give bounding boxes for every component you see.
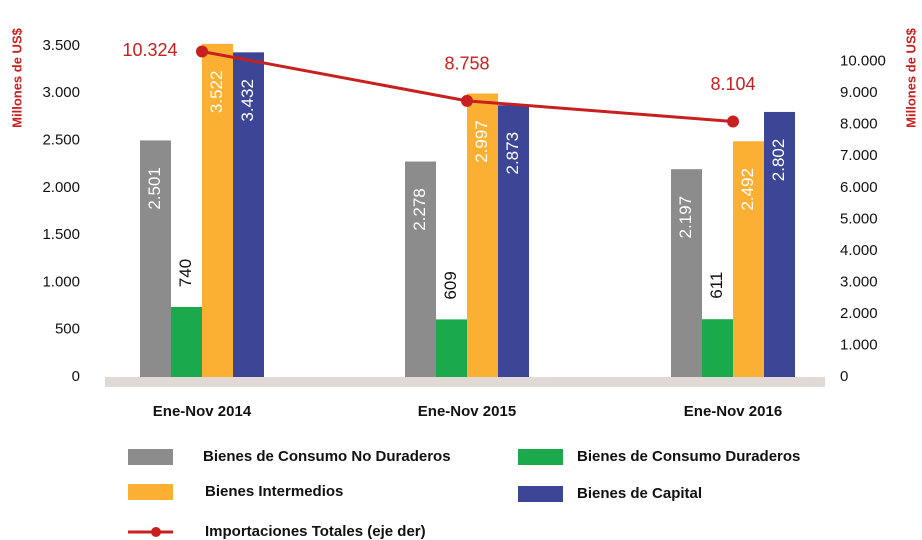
legend-label: Bienes de Consumo Duraderos <box>577 448 800 465</box>
value-label: 2.997 <box>472 120 491 163</box>
y-tick-label: 2.500 <box>42 131 80 148</box>
x-tick-label: Ene-Nov 2016 <box>684 403 782 420</box>
legend-swatch <box>518 449 563 465</box>
value-label: 2.501 <box>145 167 164 210</box>
y-tick-label: 1.500 <box>42 226 80 243</box>
value-label: 740 <box>176 259 195 287</box>
value-label: 2.873 <box>503 132 522 175</box>
y-tick-label: 1.000 <box>42 273 80 290</box>
bar <box>405 161 436 377</box>
x-tick-label: Ene-Nov 2015 <box>418 403 516 420</box>
y-tick-label: 500 <box>55 321 80 338</box>
bar <box>671 169 702 377</box>
y2-tick-label: 2.000 <box>840 305 878 322</box>
legend-label: Bienes de Consumo No Duraderos <box>203 448 451 465</box>
bar <box>202 43 233 378</box>
legend-label: Bienes Intermedios <box>205 483 343 500</box>
legend-label: Bienes de Capital <box>577 485 702 502</box>
bar <box>436 319 467 377</box>
y2-tick-label: 5.000 <box>840 210 878 227</box>
bar <box>498 105 529 377</box>
line-value-label: 10.324 <box>122 40 177 60</box>
bar <box>233 52 264 378</box>
y2-tick-label: 6.000 <box>840 179 878 196</box>
y2-tick-label: 3.000 <box>840 273 878 290</box>
value-label: 609 <box>441 271 460 299</box>
value-label: 3.432 <box>238 79 257 122</box>
y2-tick-label: 1.000 <box>840 336 878 353</box>
y-tick-label: 2.000 <box>42 179 80 196</box>
bar <box>171 307 202 377</box>
value-label: 2.492 <box>738 168 757 211</box>
y-axis-label: Millones de US$ <box>9 27 24 127</box>
bar <box>764 111 795 377</box>
y2-tick-label: 9.000 <box>840 84 878 101</box>
x-tick-label: Ene-Nov 2014 <box>153 403 252 420</box>
line-point <box>461 94 473 107</box>
y2-tick-label: 10.000 <box>840 53 886 70</box>
y-tick-label: 3.500 <box>42 37 80 54</box>
floor <box>105 377 825 387</box>
legend-label: Importaciones Totales (eje der) <box>205 523 426 540</box>
line-value-label: 8.758 <box>444 54 489 74</box>
value-label: 3.522 <box>207 71 226 114</box>
value-label: 2.278 <box>410 188 429 231</box>
bar <box>702 319 733 377</box>
y2-tick-label: 7.000 <box>840 147 878 164</box>
bar <box>733 141 764 377</box>
legend-swatch <box>128 484 173 500</box>
value-label: 2.197 <box>676 196 695 239</box>
bar <box>467 93 498 377</box>
y2-tick-label: 8.000 <box>840 116 878 133</box>
line-point <box>727 115 739 128</box>
bar <box>140 140 171 377</box>
legend-swatch <box>128 449 173 465</box>
value-label: 611 <box>707 272 726 299</box>
value-label: 2.802 <box>769 139 788 182</box>
y2-tick-label: 4.000 <box>840 242 878 259</box>
line-value-label: 8.104 <box>710 74 755 94</box>
y2-tick-label: 0 <box>840 368 848 385</box>
y-tick-label: 0 <box>72 368 80 385</box>
y-tick-label: 3.000 <box>42 84 80 101</box>
line-point <box>196 45 208 58</box>
legend-dot <box>151 527 161 537</box>
y2-axis-label: Millones de US$ <box>903 27 918 127</box>
legend-swatch <box>518 486 563 502</box>
